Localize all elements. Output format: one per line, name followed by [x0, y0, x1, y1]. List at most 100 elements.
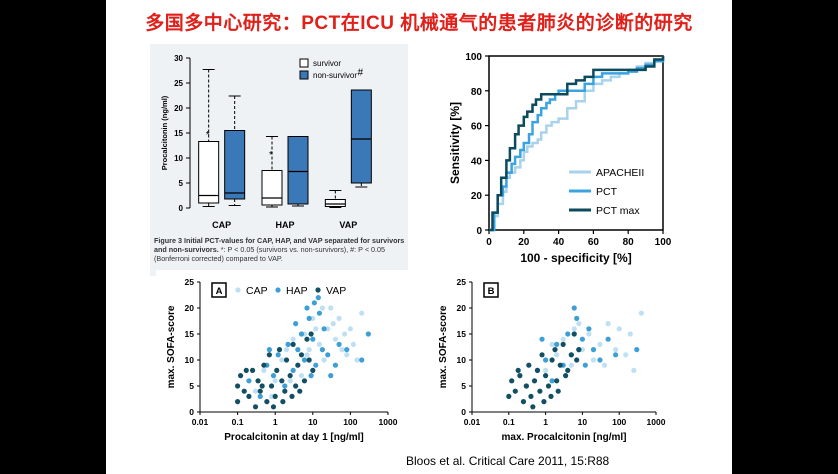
roc-y-tick-label: 40: [471, 156, 483, 167]
boxplot-y-tick-label: 15: [174, 129, 183, 138]
boxplot-y-label: Procalcitonin (ng/ml): [160, 95, 169, 170]
scatter-a-chart: 0 5 10 15 20 25 0.01 0.1 1 10 100 1000 Procalcitonin…: [166, 277, 398, 443]
scatter-point-vap: [526, 362, 532, 368]
scatter-point-cap: [586, 331, 592, 337]
scatter-point-cap: [321, 357, 327, 363]
scatter-point-vap: [290, 341, 296, 347]
scatter-point-vap: [520, 399, 527, 405]
scatter-y-tick-label: 20: [185, 303, 195, 313]
boxplot-box-non-survivor: [224, 130, 246, 200]
scatter-x-label: max. Procalcitonin [ng/ml]: [501, 432, 626, 443]
boxplot-annotation: *: [269, 150, 273, 161]
scatter-point-hap: [266, 347, 272, 353]
scatter-point-cap: [325, 326, 331, 332]
scatter-point-hap: [590, 347, 597, 353]
scatter-point-hap: [549, 378, 555, 384]
scatter-point-cap: [339, 347, 345, 353]
boxplot-box-non-survivor: [287, 136, 309, 205]
roc-legend-label: PCT: [596, 186, 618, 198]
scatter-point-cap: [268, 393, 275, 399]
boxplot-category-label: VAP: [339, 220, 357, 230]
scatter-point-cap: [601, 362, 608, 368]
scatter-point-cap: [252, 388, 259, 394]
scatter-point-cap: [554, 352, 560, 358]
scatter-point-vap: [301, 378, 308, 384]
scatter-point-hap: [365, 331, 371, 337]
scatter-point-hap: [285, 341, 291, 347]
scatter-x-tick-label: 1000: [379, 417, 398, 427]
scatter-point-cap: [290, 336, 296, 342]
scatter-point-vap: [243, 367, 249, 373]
boxplot-legend-swatch: [299, 58, 309, 68]
scatter-b-figure: 0 5 10 15 20 25 0.01 0.1 1 10 100 1000 max. Procalci…: [436, 270, 676, 444]
boxplot-legend-label: non-survivor: [313, 71, 357, 80]
scatter-point-cap: [283, 347, 290, 353]
scatter-point-cap: [576, 321, 582, 327]
scatter-point-hap: [311, 300, 317, 306]
scatter-point-vap: [279, 378, 285, 384]
scatter-point-vap: [509, 378, 515, 384]
scatter-point-cap: [313, 326, 319, 332]
scatter-point-cap: [328, 305, 334, 311]
scatter-point-cap: [347, 326, 353, 332]
scatter-x-tick-label: 100: [343, 417, 357, 427]
scatter-point-cap: [330, 321, 336, 327]
scatter-point-cap: [298, 373, 305, 379]
scatter-y-label: max. SOFA-score: [438, 305, 449, 388]
slide: 多国多中心研究：PCT在ICU 机械通气的患者肺炎的诊断的研究 0 5 10 15 20…: [106, 0, 732, 474]
scatter-point-vap: [563, 373, 569, 379]
roc-y-tick-label: 60: [471, 122, 483, 133]
scatter-point-vap: [568, 352, 574, 358]
scatter-point-cap: [304, 352, 310, 358]
scatter-point-vap: [543, 373, 549, 379]
slide-title: 多国多中心研究：PCT在ICU 机械通气的患者肺炎的诊断的研究: [145, 13, 693, 34]
scatter-point-vap: [306, 357, 312, 363]
scatter-point-vap: [517, 373, 523, 379]
scatter-point-cap: [306, 347, 312, 353]
scatter-point-cap: [605, 321, 611, 327]
scatter-point-hap: [293, 321, 299, 327]
scatter-point-cap: [354, 357, 360, 363]
boxplot-legend-label: survivor: [313, 59, 341, 68]
boxplot-y-tick-label: 30: [174, 54, 183, 63]
scatter-point-vap: [549, 357, 555, 363]
scatter-point-hap: [579, 336, 585, 342]
roc-series-pct: [489, 56, 665, 232]
scatter-point-vap: [276, 347, 283, 353]
scatter-point-hap: [634, 347, 640, 353]
scatter-point-cap: [359, 310, 365, 316]
scatter-y-tick-label: 15: [457, 329, 467, 339]
scatter-point-hap: [295, 347, 301, 353]
scatter-point-vap: [574, 357, 580, 363]
roc-x-tick-label: 40: [553, 237, 565, 248]
scatter-y-label: max. SOFA-score: [166, 305, 177, 388]
scatter-point-vap: [555, 388, 561, 394]
boxplot-category-label: CAP: [212, 220, 231, 230]
scatter-point-vap: [287, 373, 293, 379]
scatter-y-tick-label: 0: [189, 407, 194, 417]
scatter-x-tick-label: 10: [308, 417, 318, 427]
roc-x-tick-label: 100: [655, 237, 672, 248]
scatter-point-vap: [235, 383, 241, 389]
scatter-point-hap: [565, 331, 571, 337]
boxplot-figure: 0 5 10 15 20 25 30 Procalcitonin (ng/ml) CAP HAP V…: [150, 44, 408, 276]
scatter-point-vap: [293, 383, 299, 389]
scatter-point-hap: [310, 336, 316, 342]
scatter-point-hap: [275, 352, 281, 358]
scatter-point-hap: [554, 341, 560, 347]
scatter-point-hap: [306, 315, 312, 321]
scatter-point-vap: [257, 388, 263, 394]
scatter-point-vap: [554, 378, 560, 384]
scatter-x-tick-label: 0.1: [503, 417, 515, 427]
scatter-point-hap: [344, 347, 350, 353]
scatter-point-vap: [552, 347, 558, 353]
boxplot-y-tick-label: 10: [174, 154, 183, 163]
citation: Bloos et al. Critical Care 2011, 15:R88: [406, 454, 610, 468]
scatter-point-cap: [616, 326, 622, 332]
scatter-point-cap: [279, 357, 285, 363]
scatter-point-hap: [316, 310, 323, 316]
scatter-point-vap: [537, 388, 543, 394]
scatter-point-vap: [531, 378, 538, 384]
scatter-point-vap: [304, 336, 310, 342]
scatter-point-vap: [255, 378, 261, 384]
